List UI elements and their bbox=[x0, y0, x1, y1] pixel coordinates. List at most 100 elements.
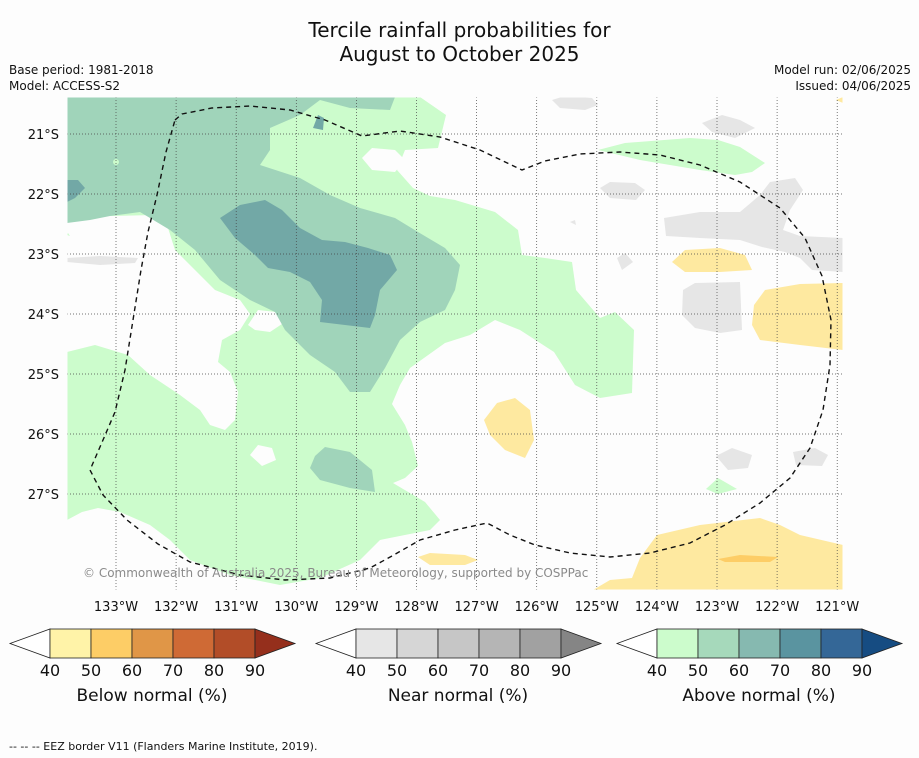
colorbar-0: 40 50 60 70 80 90 bbox=[8, 628, 297, 680]
title-line-1: Tercile rainfall probabilities for bbox=[308, 18, 611, 42]
colorbar-tick-label: 90 bbox=[245, 661, 265, 680]
map-title: Tercile rainfall probabilities for Augus… bbox=[0, 18, 919, 66]
colorbar-over-triangle bbox=[861, 628, 904, 659]
below-normal-40-region bbox=[752, 283, 843, 350]
below-normal-40-region bbox=[484, 398, 534, 458]
lon-tick-label: 133°W bbox=[94, 600, 138, 615]
colorbar-swatch bbox=[437, 628, 480, 659]
above-normal-40-region bbox=[67, 233, 70, 236]
meta-left: Base period: 1981-2018 Model: ACCESS-S2 bbox=[9, 62, 154, 94]
model-name: Model: ACCESS-S2 bbox=[9, 79, 121, 93]
colorbar-swatch bbox=[396, 628, 439, 659]
colorbars: 40 50 60 70 80 90 40 50 60 70 80 90 40 50 60 70 80 90 bbox=[8, 628, 904, 680]
colorbar-over-triangle bbox=[560, 628, 603, 659]
above-normal-50-region bbox=[310, 447, 375, 492]
lon-tick-label: 125°W bbox=[575, 600, 619, 615]
meta-right: Model run: 02/06/2025 Issued: 04/06/2025 bbox=[774, 62, 911, 94]
colorbar-tick-label: 70 bbox=[163, 661, 183, 680]
copyright-notice: © Commonwealth of Australia 2025, Bureau… bbox=[83, 566, 588, 580]
colorbar-swatch bbox=[355, 628, 398, 659]
below-normal-40-region bbox=[593, 518, 843, 590]
colorbar-swatch bbox=[478, 628, 521, 659]
colorbar-tick-label: 60 bbox=[122, 661, 142, 680]
lat-tick-label: 25°S bbox=[28, 368, 59, 383]
colorbar-tick-label: 60 bbox=[428, 661, 448, 680]
colorbar-tick-label: 40 bbox=[647, 661, 667, 680]
colorbar-tick-label: 50 bbox=[688, 661, 708, 680]
above-normal-60-region bbox=[313, 115, 324, 130]
colorbar-swatch bbox=[90, 628, 133, 659]
lon-tick-label: 127°W bbox=[455, 600, 499, 615]
colorbar-tick-label: 70 bbox=[770, 661, 790, 680]
colorbar-1: 40 50 60 70 80 90 bbox=[314, 628, 603, 680]
colorbar-label-below: Below normal (%) bbox=[76, 686, 228, 706]
near-normal-40-region bbox=[600, 182, 645, 200]
above-normal-60-region bbox=[67, 180, 85, 202]
below-normal-40-region bbox=[836, 97, 843, 103]
colorbar-swatch bbox=[172, 628, 215, 659]
above-normal-60-region bbox=[220, 200, 397, 328]
lat-tick-label: 27°S bbox=[28, 488, 59, 503]
near-normal-40-region bbox=[67, 256, 138, 265]
colorbar-swatch bbox=[820, 628, 863, 659]
near-normal-40-region bbox=[716, 448, 752, 470]
colorbar-swatch bbox=[519, 628, 562, 659]
colorbar-swatch bbox=[697, 628, 740, 659]
lon-tick-label: 132°W bbox=[154, 600, 198, 615]
below-normal-40-region bbox=[418, 553, 478, 565]
below-normal-40-region bbox=[672, 248, 752, 272]
near-normal-40-region bbox=[702, 115, 755, 138]
colorbar-swatch bbox=[738, 628, 781, 659]
colorbar-tick-label: 40 bbox=[40, 661, 60, 680]
probability-layer bbox=[67, 97, 843, 590]
lon-tick-label: 129°W bbox=[334, 600, 378, 615]
colorbar-2: 40 50 60 70 80 90 bbox=[615, 628, 904, 680]
colorbar-swatch bbox=[213, 628, 256, 659]
colorbar-tick-label: 80 bbox=[204, 661, 224, 680]
above-normal-40-region bbox=[598, 138, 765, 175]
lon-tick-label: 124°W bbox=[635, 600, 679, 615]
lon-tick-label: 130°W bbox=[274, 600, 318, 615]
lon-tick-label: 121°W bbox=[815, 600, 859, 615]
lon-tick-label: 128°W bbox=[394, 600, 438, 615]
axis-tick-labels: 133°W 132°W 131°W 130°W 129°W 128°W 127°W 126°W… bbox=[28, 128, 860, 615]
near-normal-40-region bbox=[682, 282, 742, 333]
colorbar-tick-label: 50 bbox=[81, 661, 101, 680]
lon-tick-label: 126°W bbox=[515, 600, 559, 615]
above-normal-40-region bbox=[706, 478, 737, 494]
colorbar-tick-label: 60 bbox=[729, 661, 749, 680]
colorbar-swatch bbox=[656, 628, 699, 659]
lon-tick-label: 131°W bbox=[214, 600, 258, 615]
eez-footnote: -- -- -- EEZ border V11 (Flanders Marine… bbox=[9, 740, 318, 753]
colorbar-tick-label: 90 bbox=[551, 661, 571, 680]
issued-date: Issued: 04/06/2025 bbox=[795, 79, 911, 93]
colorbar-tick-label: 40 bbox=[346, 661, 366, 680]
lat-tick-label: 26°S bbox=[28, 428, 59, 443]
colorbar-swatch bbox=[131, 628, 174, 659]
near-normal-40-region bbox=[570, 220, 576, 225]
colorbar-tick-label: 80 bbox=[811, 661, 831, 680]
base-period: Base period: 1981-2018 bbox=[9, 63, 154, 77]
near-normal-40-region bbox=[664, 178, 843, 272]
below-normal-50-region bbox=[718, 555, 778, 562]
colorbar-label-near: Near normal (%) bbox=[387, 686, 529, 706]
lon-tick-label: 123°W bbox=[695, 600, 739, 615]
graticule bbox=[67, 97, 843, 590]
colorbar-over-triangle bbox=[254, 628, 297, 659]
eez-border bbox=[89, 105, 832, 581]
colorbar-label-above: Above normal (%) bbox=[682, 686, 836, 706]
colorbar-tick-label: 90 bbox=[852, 661, 872, 680]
lat-tick-label: 23°S bbox=[28, 248, 59, 263]
colorbar-tick-label: 50 bbox=[387, 661, 407, 680]
lat-tick-label: 22°S bbox=[28, 188, 59, 203]
colorbar-swatch bbox=[49, 628, 92, 659]
colorbar-swatch bbox=[779, 628, 822, 659]
lat-tick-label: 24°S bbox=[28, 308, 59, 323]
lat-tick-label: 21°S bbox=[28, 128, 59, 143]
colorbar-under-triangle bbox=[314, 628, 357, 659]
title-line-2: August to October 2025 bbox=[339, 42, 580, 66]
colorbar-under-triangle bbox=[615, 628, 658, 659]
near-normal-40-region bbox=[793, 448, 828, 466]
model-run-date: Model run: 02/06/2025 bbox=[773, 63, 911, 77]
